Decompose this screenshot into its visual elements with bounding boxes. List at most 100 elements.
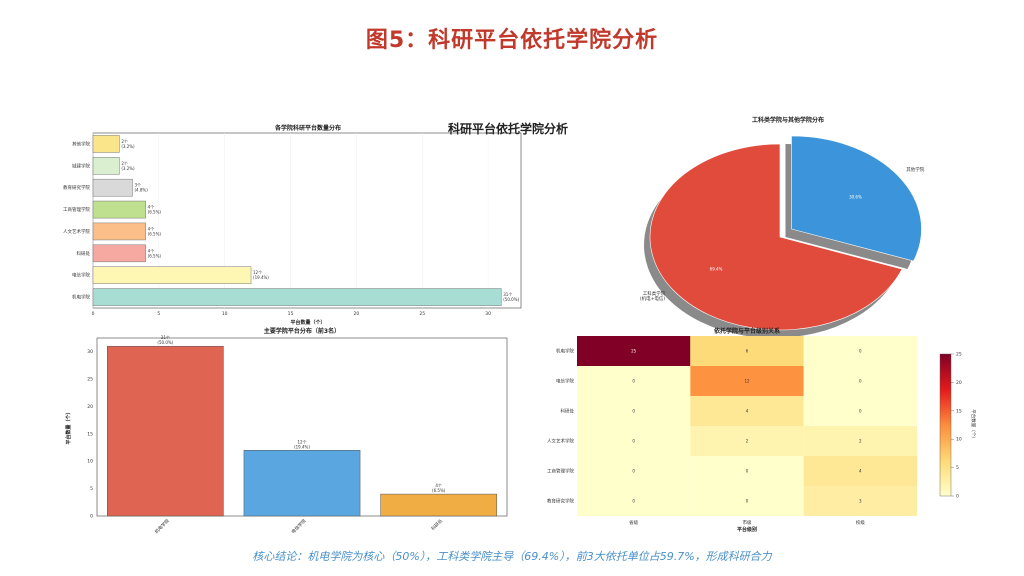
vbar-xtick: 机电学院 bbox=[153, 517, 171, 535]
heatmap-cell bbox=[690, 396, 804, 426]
hbar-bar bbox=[92, 222, 146, 241]
colorbar-tick-label: 10 bbox=[956, 437, 962, 443]
heatmap-cell bbox=[690, 456, 804, 486]
colorbar bbox=[939, 353, 952, 497]
heatmap-ytick: 教育研究学院 bbox=[547, 498, 574, 505]
hbar-ytick: 机电学院 bbox=[72, 294, 90, 301]
heatmap-xtick: 省级 bbox=[629, 519, 638, 526]
heatmap-xlabel: 平台级别 bbox=[737, 526, 757, 533]
hbar-xtick: 25 bbox=[419, 311, 425, 317]
heatmap-cell bbox=[803, 456, 917, 486]
vbar-ytick: 5 bbox=[90, 486, 93, 492]
hbar-bar bbox=[92, 135, 120, 153]
vbar-xtick: 科研处 bbox=[430, 517, 445, 532]
hbar-bar bbox=[92, 178, 133, 197]
heatmap-value: 0 bbox=[859, 349, 862, 354]
vbar-data-label: 31个(50.0%) bbox=[157, 335, 173, 345]
heatmap-value: 0 bbox=[746, 499, 749, 504]
pie-slice bbox=[791, 135, 922, 262]
heatmap-value: 0 bbox=[632, 499, 635, 504]
heatmap-ytick: 机电学院 bbox=[556, 348, 574, 355]
pie-pct-label: 30.6% bbox=[849, 195, 862, 200]
heatmap-cell bbox=[690, 426, 804, 456]
hbar-ytick: 人文艺术学院 bbox=[63, 228, 90, 235]
heatmap-value: 25 bbox=[631, 349, 637, 354]
hbar-bar bbox=[92, 157, 120, 175]
vbar-title: 主要学院平台分布（前3名） bbox=[264, 327, 340, 335]
vbar-ytick: 30 bbox=[87, 349, 93, 355]
heatmap-cell bbox=[577, 396, 691, 426]
hbar-ytick: 其他学院 bbox=[72, 140, 90, 147]
heatmap-cell bbox=[803, 396, 917, 426]
heatmap-chart: 依托学院与平台级别关系 25 6 00 12 00 4 00 2 20 0 40 0 3 机电学院电信学… bbox=[547, 327, 977, 533]
heatmap-value: 2 bbox=[859, 439, 862, 444]
heatmap-value: 0 bbox=[859, 409, 862, 414]
vbar-data-label: 12个(19.4%) bbox=[294, 439, 310, 449]
pie-category-label: 其他学院 bbox=[906, 166, 924, 173]
hbar-data-label: 2个(3.2%) bbox=[121, 139, 135, 149]
hbar-title: 各学院科研平台数量分布 bbox=[274, 124, 341, 132]
heatmap-cell bbox=[690, 366, 804, 396]
pie-chart: 工科类学院与其他学院分布 69.4% 工科类学院(机电+电信) 30.6% 其他学院 bbox=[640, 116, 925, 338]
vbar-bar bbox=[107, 345, 224, 517]
colorbar-tick-label: 5 bbox=[956, 465, 959, 471]
colorbar-tick-label: 0 bbox=[956, 494, 959, 500]
heatmap-xtick: 市级 bbox=[743, 519, 752, 526]
heatmap-value: 2 bbox=[746, 439, 749, 444]
heatmap-cell bbox=[803, 426, 917, 456]
vbar-ytick: 0 bbox=[90, 514, 93, 520]
colorbar-tick-label: 15 bbox=[956, 408, 962, 414]
hbar-bar bbox=[92, 266, 252, 284]
page-title: 图5：科研平台依托学院分析 bbox=[365, 28, 659, 53]
hbar-xtick: 15 bbox=[288, 311, 294, 317]
hbar-data-label: 4个(6.5%) bbox=[148, 205, 162, 215]
heatmap-cell bbox=[803, 486, 917, 516]
hbar-xtick: 0 bbox=[92, 311, 95, 317]
vbar-ylabel: 平台数量（个） bbox=[65, 409, 72, 444]
heatmap-value: 4 bbox=[859, 469, 862, 474]
hbar-xtick: 20 bbox=[354, 311, 360, 317]
heatmap-cell bbox=[577, 336, 691, 366]
heatmap-cell bbox=[690, 336, 804, 366]
heatmap-cell bbox=[577, 486, 691, 516]
heatmap-title: 依托学院与平台级别关系 bbox=[714, 327, 780, 335]
hbar-bar bbox=[92, 288, 502, 306]
vbar-xtick: 电信学院 bbox=[290, 517, 308, 535]
heatmap-value: 6 bbox=[746, 349, 749, 354]
colorbar-tick-label: 20 bbox=[956, 380, 962, 386]
heatmap-cell bbox=[803, 336, 917, 366]
figure-suptitle: 科研平台依托学院分析 bbox=[448, 122, 569, 136]
heatmap-cell bbox=[577, 426, 691, 456]
heatmap-value: 0 bbox=[859, 379, 862, 384]
vbar-ytick: 15 bbox=[87, 431, 93, 437]
heatmap-value: 0 bbox=[632, 439, 635, 444]
hbar-data-label: 31个(50.0%) bbox=[503, 292, 519, 302]
heatmap-cell bbox=[577, 366, 691, 396]
vbar-ytick: 25 bbox=[87, 377, 93, 383]
hbar-ytick: 城建学院 bbox=[72, 162, 90, 169]
heatmap-value: 0 bbox=[746, 469, 749, 474]
hbar-bar bbox=[92, 200, 146, 219]
heatmap-value: 3 bbox=[859, 499, 862, 504]
heatmap-xtick: 校级 bbox=[856, 519, 865, 526]
heatmap-cell bbox=[690, 486, 804, 516]
heatmap-value: 0 bbox=[632, 409, 635, 414]
heatmap-ytick: 人文艺术学院 bbox=[547, 438, 574, 445]
vbar-bar bbox=[380, 493, 498, 517]
hbar-ytick: 教育研究学院 bbox=[63, 184, 90, 191]
heatmap-cell bbox=[803, 366, 917, 396]
hbar-xtick: 30 bbox=[485, 311, 491, 317]
heatmap-ytick: 电信学院 bbox=[556, 378, 574, 385]
hbar-data-label: 2个(3.2%) bbox=[121, 161, 135, 171]
heatmap-value: 12 bbox=[744, 379, 750, 384]
hbar-data-label: 4个(6.5%) bbox=[148, 226, 162, 236]
hbar-xlabel: 平台数量（个） bbox=[290, 319, 325, 326]
heatmap-value: 0 bbox=[632, 379, 635, 384]
pie-pct-label: 69.4% bbox=[710, 266, 723, 271]
vbar-ytick: 10 bbox=[87, 459, 93, 465]
colorbar-tick-label: 25 bbox=[956, 352, 962, 358]
hbar-bar bbox=[92, 244, 146, 263]
heatmap-value: 0 bbox=[632, 469, 635, 474]
vbar-ytick: 20 bbox=[87, 404, 93, 410]
hbar-chart: 各学院科研平台数量分布 机电学院 电信学院 科研处 人文艺术学院工商管理学院教育研究学… bbox=[63, 124, 522, 326]
